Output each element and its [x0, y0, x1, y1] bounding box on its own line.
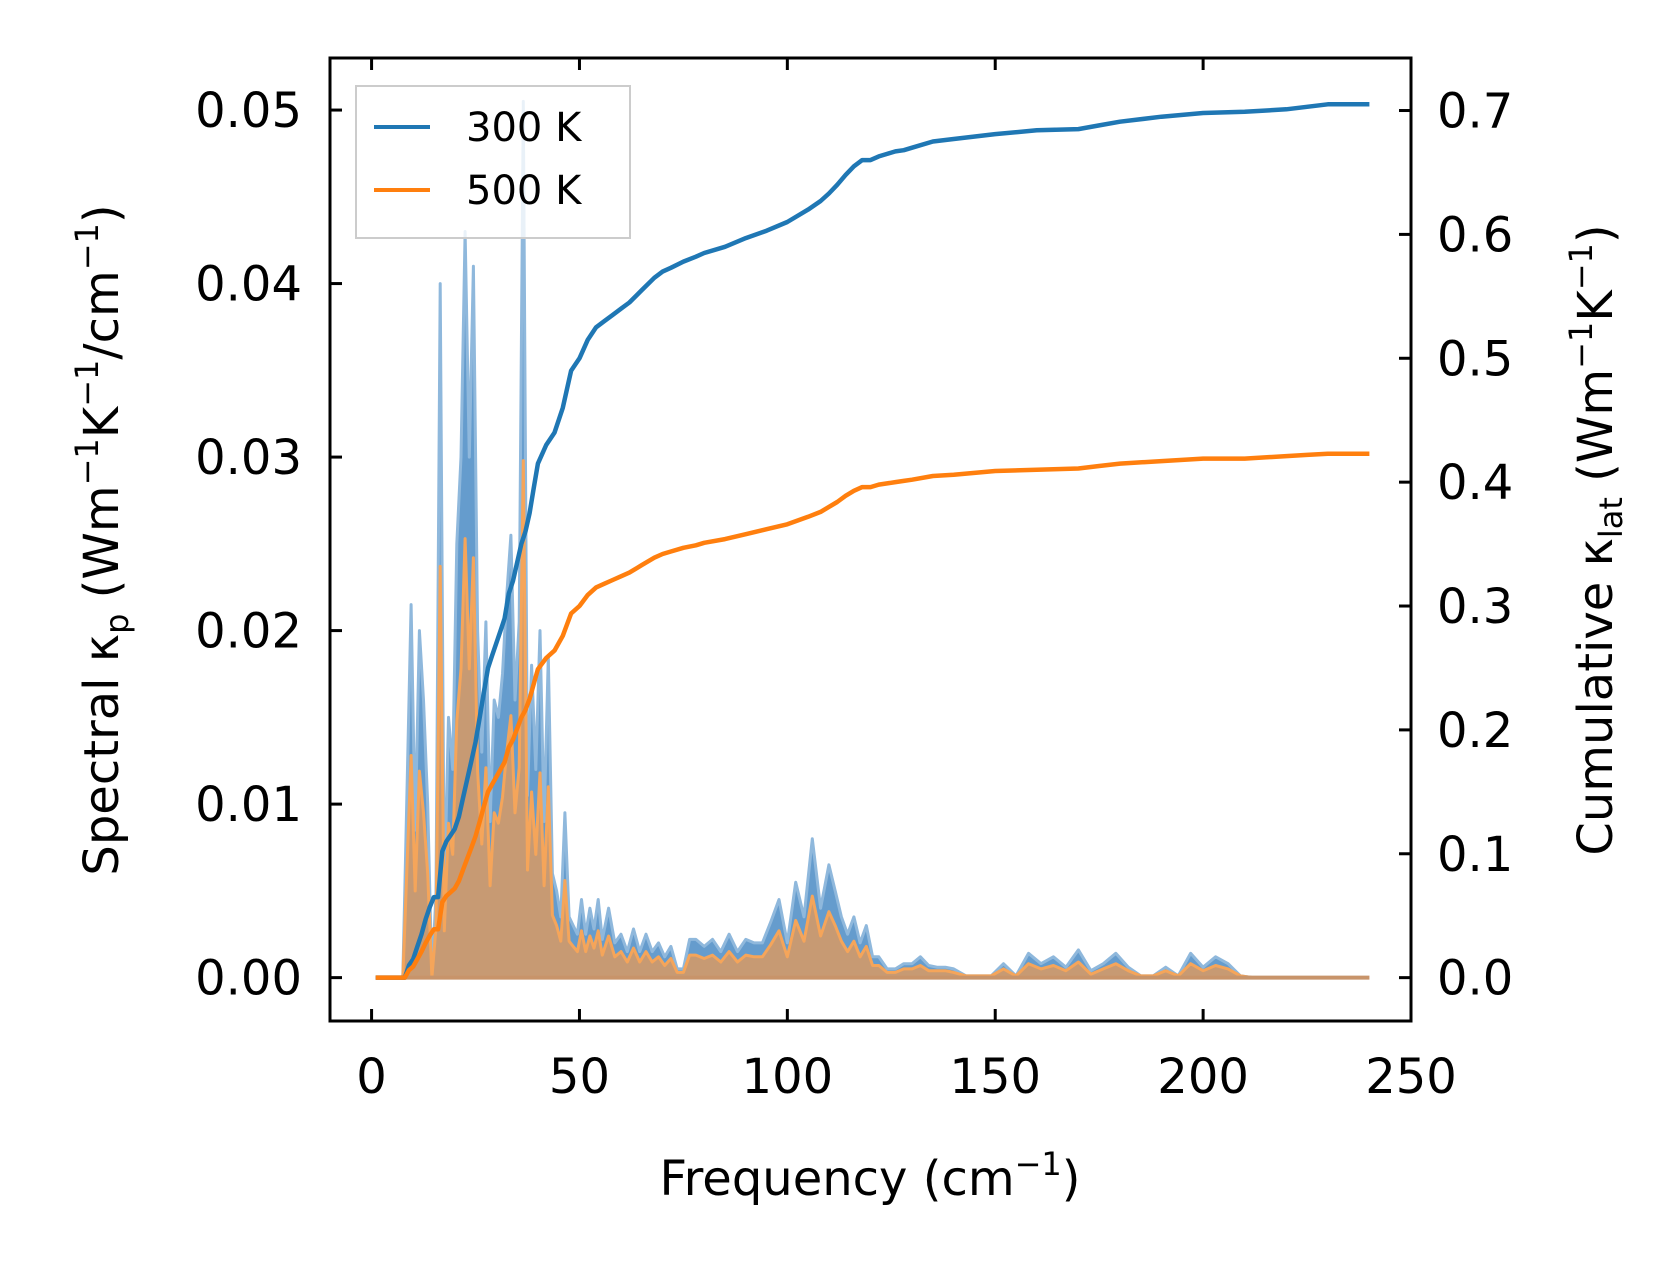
x-tick-label: 0: [356, 1049, 387, 1105]
y-tick-label-right: 0.5: [1437, 331, 1513, 387]
legend: 300 K 500 K: [355, 85, 631, 239]
y-tick-label-left: 0.04: [195, 257, 302, 313]
plot-area: [375, 99, 1370, 980]
x-axis-label: Frequency (cm−1): [659, 1145, 1080, 1207]
y-tick-label-right: 0.0: [1437, 951, 1513, 1007]
x-tick-label: 250: [1365, 1049, 1457, 1105]
x-tick-label: 150: [949, 1049, 1041, 1105]
y-tick-label-right: 0.1: [1437, 827, 1513, 883]
x-tick-label: 100: [742, 1049, 834, 1105]
spectral-500k-area: [375, 460, 1266, 978]
y-axis-label-right: Cumulative κlat (Wm−1K−1): [1562, 224, 1630, 855]
y-tick-label-right: 0.2: [1437, 703, 1513, 759]
y-tick-label-right: 0.6: [1437, 207, 1513, 263]
x-tick-label: 50: [549, 1049, 610, 1105]
y-tick-label-left: 0.00: [195, 951, 302, 1007]
spectral-500k-line: [375, 459, 1266, 980]
cumulative-500k-line: [375, 451, 1370, 980]
cumulative-300k-line: [375, 102, 1370, 980]
y-tick-label-right: 0.3: [1437, 579, 1513, 635]
y-tick-label-left: 0.02: [195, 604, 302, 660]
ticks: 0 50 100 150 200 2500.000.010.020.030.040.050…: [195, 58, 1513, 1105]
y-tick-label-left: 0.03: [195, 430, 302, 486]
x-tick-label: 200: [1157, 1049, 1249, 1105]
y-tick-label-right: 0.4: [1437, 455, 1513, 511]
legend-label-300k: 300 K: [466, 105, 583, 151]
legend-label-500k: 500 K: [466, 168, 583, 214]
y-axis-label-left: Spectral κp (Wm−1K−1/cm−1): [68, 204, 136, 875]
legend-box: [355, 85, 631, 239]
y-tick-label-left: 0.05: [195, 83, 302, 139]
axes-frame: [328, 56, 1413, 1023]
y-tick-label-left: 0.01: [195, 777, 302, 833]
y-tick-label-right: 0.7: [1437, 84, 1513, 140]
